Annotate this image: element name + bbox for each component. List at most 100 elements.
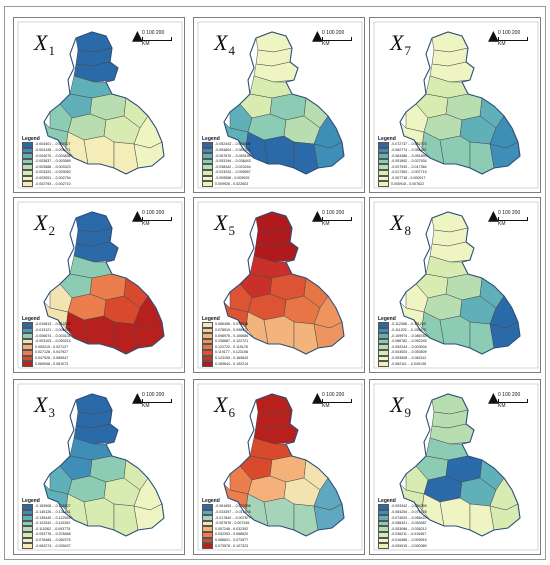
scale-unit: KM xyxy=(142,221,150,227)
north-arrow-icon: ▲ xyxy=(132,390,143,406)
legend-entry: -0.004126 - -0.004071 xyxy=(22,147,106,154)
variable-symbol: X xyxy=(214,30,228,55)
map-panel-x3: X3 ▲ 0 100 200 KM Legend -0.153908 - -0.1451… xyxy=(13,379,185,555)
legend-swatch xyxy=(378,344,389,350)
legend-range-label: 0.123159 - 0.169643 xyxy=(215,355,249,360)
variable-symbol: X xyxy=(390,30,404,55)
variable-symbol: X xyxy=(34,392,48,417)
map-neatline xyxy=(197,201,363,369)
legend-swatch xyxy=(378,355,389,362)
legend-swatch xyxy=(202,333,213,339)
scale-bar: 0 100 200 KM xyxy=(498,392,528,409)
legend-range-label: -0.009915 - -0.000389 xyxy=(391,543,427,548)
legend-title: Legend xyxy=(202,498,220,504)
scale-bar: 0 100 200 KM xyxy=(322,30,352,47)
scale-bar: 0 100 200 KM xyxy=(142,30,172,47)
legend-swatch xyxy=(378,164,389,170)
legend-swatch xyxy=(22,338,33,345)
legend-title: Legend xyxy=(202,136,220,142)
legend-range-label: 0.066456 - 0.078518 xyxy=(215,322,249,327)
legend-range-label: -0.112088 - -0.111203 xyxy=(391,322,426,327)
legend-swatch xyxy=(378,142,389,148)
legend-range-label: -0.019813 - -0.013122 xyxy=(35,322,71,327)
legend-entry: 0.032393 - 0.068620 xyxy=(202,531,286,538)
scale-labels: 0 100 200 xyxy=(142,210,165,216)
legend-range-label: -0.003051 - -0.002794 xyxy=(35,175,71,180)
legend-entry: -0.016466 - -0.009916 xyxy=(378,537,462,544)
legend-entry: -0.009915 - -0.000389 xyxy=(378,543,462,549)
legend-range-label: -0.023243 - -0.009557 xyxy=(215,170,251,175)
legend-entry: -0.023243 - -0.009557 xyxy=(202,169,286,176)
legend-entry: 0.047928 - 0.065947 xyxy=(22,355,106,362)
scale-bar: 0 100 200 KM xyxy=(142,210,172,227)
legend-swatch xyxy=(22,355,33,362)
map-neatline xyxy=(17,201,183,369)
legend-range-label: -0.016466 - -0.009916 xyxy=(391,537,427,542)
map-legend: Legend -0.019813 - -0.013122 -0.013121 - -… xyxy=(22,316,106,367)
legend-swatch xyxy=(22,543,33,549)
legend-range-label: -0.135440 - -0.122543 xyxy=(35,515,71,520)
panel-variable-label: X7 xyxy=(390,30,411,58)
legend-entry: -0.033397 - -0.017845 xyxy=(202,509,286,516)
map-panel-x5: X5 ▲ 0 100 200 KM Legend 0.066456 - 0.078518… xyxy=(193,197,365,373)
north-arrow-icon: ▲ xyxy=(488,208,499,224)
legend-range-label: -0.002793 - -0.002710 xyxy=(35,181,71,186)
legend-entry: -0.002793 - -0.002710 xyxy=(22,181,106,187)
choropleth-map xyxy=(197,383,363,551)
legend-entry: -0.038442 - -0.023244 xyxy=(202,164,286,170)
legend-range-label: -0.004070 - -0.003838 xyxy=(35,153,71,158)
scale-labels: 0 100 200 xyxy=(498,210,521,216)
map-panel-x1: X1 ▲ 0 100 200 KM Legend -0.004401 - -0.0041… xyxy=(13,17,185,193)
legend-swatch xyxy=(378,322,389,328)
legend-range-label: -0.153908 - -0.145127 xyxy=(35,504,71,509)
north-arrow-icon: ▲ xyxy=(312,208,323,224)
legend-range-label: -0.145126 - -0.135441 xyxy=(35,509,71,514)
legend-swatch xyxy=(202,142,213,148)
legend-range-label: -0.053194 - -0.038443 xyxy=(215,159,251,164)
legend-range-label: -0.027933 - -0.017364 xyxy=(391,164,427,169)
legend-swatch xyxy=(202,543,213,549)
legend-swatch xyxy=(22,142,33,148)
legend-range-label: -0.003322 - -0.003052 xyxy=(35,170,71,175)
legend-entry: 0.009926 - 0.022603 xyxy=(202,181,286,187)
scale-unit: KM xyxy=(498,403,506,409)
legend-range-label: -0.072737 - -0.062775 xyxy=(391,142,427,147)
legend-range-label: -0.003003 - -0.053509 xyxy=(391,350,427,355)
legend-swatch xyxy=(378,333,389,339)
legend-range-label: 0.073578 - 0.107323 xyxy=(215,543,249,548)
legend-range-label: 0.027128 - 0.047927 xyxy=(35,350,69,355)
map-neatline xyxy=(373,21,539,189)
legend-range-label: -0.006674 - -0.003104 xyxy=(35,333,71,338)
legend-title: Legend xyxy=(378,316,396,322)
map-legend: Legend -0.052443 - -0.054605 -0.054604 - -… xyxy=(202,136,286,187)
legend-range-label: -0.017844 - -0.007877 xyxy=(215,515,251,520)
legend-range-label: -0.122542 - -0.110263 xyxy=(35,521,71,526)
legend-swatch xyxy=(22,322,33,328)
panel-variable-label: X4 xyxy=(214,30,235,58)
legend-swatch xyxy=(378,338,389,345)
legend-entry: 0.066456 - 0.078518 xyxy=(202,322,286,328)
scale-unit: KM xyxy=(142,403,150,409)
legend-swatch xyxy=(22,349,33,356)
legend-swatch xyxy=(202,153,213,159)
legend-swatch xyxy=(22,333,33,339)
panel-variable-label: X1 xyxy=(34,32,55,58)
legend-swatch xyxy=(202,504,213,510)
legend-swatch xyxy=(202,181,213,187)
variable-subscript: 9 xyxy=(404,405,411,421)
legend-entry: -0.122542 - -0.110263 xyxy=(22,520,106,527)
legend-entry: -0.067670 - -0.053195 xyxy=(202,153,286,159)
legend-entry: 0.123159 - 0.169643 xyxy=(202,355,286,362)
legend-entry: -0.062111 - -0.049135 xyxy=(378,361,462,367)
legend-entry: -0.027933 - -0.017364 xyxy=(378,164,462,170)
legend-range-label: -0.062774 - -0.064487 xyxy=(391,147,427,152)
legend-range-label: 0.078519 - 0.098975 xyxy=(215,327,249,332)
north-arrow-icon: ▲ xyxy=(312,390,323,406)
legend-entry: -0.093342 - -0.084255 xyxy=(378,504,462,510)
legend-entry: -0.052244 - -0.003004 xyxy=(378,344,462,350)
legend-swatch xyxy=(202,520,213,527)
map-panel-x4: X4 ▲ 0 100 200 KM Legend -0.052443 - -0.0546… xyxy=(193,17,365,193)
legend-range-label: -0.051892 - -0.027934 xyxy=(391,159,427,164)
legend-swatch xyxy=(22,344,33,350)
legend-swatch xyxy=(378,169,389,176)
